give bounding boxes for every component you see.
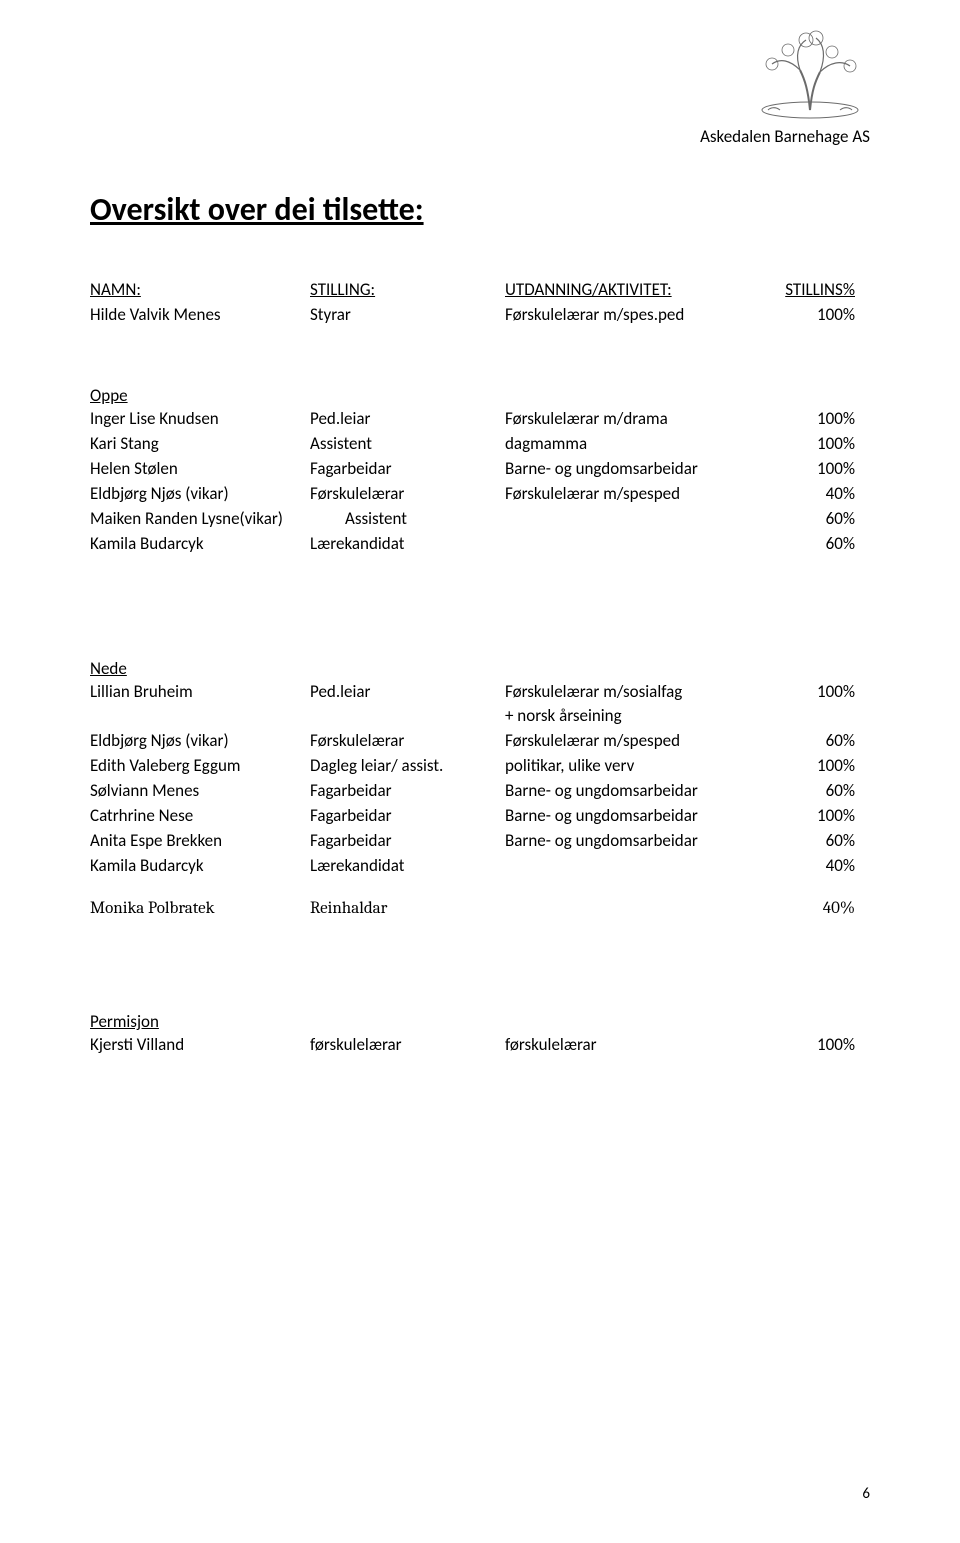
cell-stilling: Fagarbeidar	[310, 780, 505, 803]
table-row: Eldbjørg Njøs (vikar) Førskulelærar Førs…	[90, 730, 870, 753]
cell-name: Sølviann Menes	[90, 780, 310, 803]
cell-utdanning: Førskulelærar m/spesped	[505, 483, 785, 506]
cell-stilling: Førskulelærar	[310, 730, 505, 753]
table-row: Kamila Budarcyk Lærekandidat 40%	[90, 855, 870, 878]
cell-utdanning	[505, 533, 785, 556]
cell-name: Kamila Budarcyk	[90, 533, 310, 556]
cell-name: Helen Stølen	[90, 458, 310, 481]
cell-stilling: Fagarbeidar	[310, 458, 505, 481]
cell-pct: 100%	[785, 304, 855, 327]
cell-name: Edith Valeberg Eggum	[90, 755, 310, 778]
cell-pct: 100%	[785, 433, 855, 456]
table-row: Inger Lise Knudsen Ped.leiar Førskulelær…	[90, 408, 870, 431]
cell-pct: 60%	[785, 780, 855, 803]
table-row: Maiken Randen Lysne(vikar) Assistent 60%	[90, 508, 870, 531]
page-title: Oversikt over dei tilsette:	[90, 190, 870, 229]
table-row: Kjersti Villand førskulelærar førskulelæ…	[90, 1034, 870, 1057]
cell-name: Kjersti Villand	[90, 1034, 310, 1057]
cell-utdanning	[505, 508, 785, 531]
table-row: Lillian Bruheim Ped.leiar Førskulelærar …	[90, 681, 870, 704]
column-headers: NAMN: STILLING: UTDANNING/AKTIVITET: STI…	[90, 279, 870, 302]
cell-name: Eldbjørg Njøs (vikar)	[90, 730, 310, 753]
table-row: Hilde Valvik Menes Styrar Førskulelærar …	[90, 304, 870, 327]
cell-utdanning: førskulelærar	[505, 1034, 785, 1057]
section-oppe: Oppe	[90, 385, 870, 406]
cell-pct: 60%	[785, 730, 855, 753]
cell-utdanning: Førskulelærar m/drama	[505, 408, 785, 431]
cell-pct: 100%	[785, 458, 855, 481]
cell-utdanning: Barne- og ungdomsarbeidar	[505, 780, 785, 803]
cell-pct: 100%	[785, 681, 855, 704]
table-row: Sølviann Menes Fagarbeidar Barne- og ung…	[90, 780, 870, 803]
cell-utdanning: Barne- og ungdomsarbeidar	[505, 805, 785, 828]
cell-stilling: Assistent	[345, 508, 505, 531]
cell-name: Kari Stang	[90, 433, 310, 456]
cell-stilling: Ped.leiar	[310, 408, 505, 431]
nede-note: + norsk årseining	[505, 705, 870, 728]
cell-utdanning	[505, 855, 785, 878]
cell-pct: 60%	[785, 533, 855, 556]
cell-stilling: Lærekandidat	[310, 855, 505, 878]
table-row: Anita Espe Brekken Fagarbeidar Barne- og…	[90, 830, 870, 853]
cell-pct: 100%	[785, 755, 855, 778]
table-row: Kari Stang Assistent dagmamma 100%	[90, 433, 870, 456]
cell-utdanning: Barne- og ungdomsarbeidar	[505, 830, 785, 853]
cell-name: Eldbjørg Njøs (vikar)	[90, 483, 310, 506]
cell-stilling: Fagarbeidar	[310, 830, 505, 853]
table-row: Catrhrine Nese Fagarbeidar Barne- og ung…	[90, 805, 870, 828]
table-row: Kamila Budarcyk Lærekandidat 60%	[90, 533, 870, 556]
cell-name: Inger Lise Knudsen	[90, 408, 310, 431]
section-nede: Nede	[90, 658, 870, 679]
cell-pct: 60%	[785, 508, 855, 531]
col-namn: NAMN:	[90, 279, 310, 302]
cell-name: Maiken Randen Lysne(vikar)	[90, 508, 345, 531]
cell-utdanning: Barne- og ungdomsarbeidar	[505, 458, 785, 481]
cell-stilling: Dagleg leiar/ assist.	[310, 755, 505, 778]
section-permisjon: Permisjon	[90, 1011, 870, 1032]
cell-stilling: førskulelærar	[310, 1034, 505, 1057]
col-pct: STILLINS%	[785, 279, 855, 302]
cell-name: Kamila Budarcyk	[90, 855, 310, 878]
cell-utdanning: politikar, ulike verv	[505, 755, 785, 778]
page: Askedalen Barnehage AS Oversikt over dei…	[0, 0, 960, 1543]
cell-utdanning: dagmamma	[505, 433, 785, 456]
cell-name: Anita Espe Brekken	[90, 830, 310, 853]
tree-logo	[750, 30, 870, 120]
content: Oversikt over dei tilsette: NAMN: STILLI…	[90, 190, 870, 1057]
table-row: Helen Stølen Fagarbeidar Barne- og ungdo…	[90, 458, 870, 481]
cell-stilling: Styrar	[310, 304, 505, 327]
cell-pct: 40%	[785, 855, 855, 878]
cell-pct: 40%	[785, 898, 855, 921]
cell-stilling: Lærekandidat	[310, 533, 505, 556]
cell-utdanning: Førskulelærar m/spesped	[505, 730, 785, 753]
cell-stilling: Assistent	[310, 433, 505, 456]
cell-stilling: Førskulelærar	[310, 483, 505, 506]
table-row-serif: Monika Polbratek Reinhaldar 40%	[90, 898, 870, 921]
cell-stilling: Reinhaldar	[310, 898, 505, 921]
page-number: 6	[862, 1485, 870, 1503]
cell-name: Lillian Bruheim	[90, 681, 310, 704]
col-stilling: STILLING:	[310, 279, 505, 302]
company-name: Askedalen Barnehage AS	[700, 126, 870, 147]
cell-pct: 100%	[785, 408, 855, 431]
col-utdanning: UTDANNING/AKTIVITET:	[505, 279, 785, 302]
cell-name: Monika Polbratek	[90, 898, 310, 921]
cell-pct: 60%	[785, 830, 855, 853]
header-right: Askedalen Barnehage AS	[700, 30, 870, 147]
cell-stilling: Fagarbeidar	[310, 805, 505, 828]
cell-pct: 100%	[785, 805, 855, 828]
cell-stilling: Ped.leiar	[310, 681, 505, 704]
cell-utdanning: Førskulelærar m/sosialfag	[505, 681, 785, 704]
table-row: Eldbjørg Njøs (vikar) Førskulelærar Førs…	[90, 483, 870, 506]
cell-name: Hilde Valvik Menes	[90, 304, 310, 327]
cell-name: Catrhrine Nese	[90, 805, 310, 828]
cell-pct: 40%	[785, 483, 855, 506]
cell-utdanning	[505, 898, 785, 921]
table-row: Edith Valeberg Eggum Dagleg leiar/ assis…	[90, 755, 870, 778]
cell-pct: 100%	[785, 1034, 855, 1057]
cell-utdanning: Førskulelærar m/spes.ped	[505, 304, 785, 327]
